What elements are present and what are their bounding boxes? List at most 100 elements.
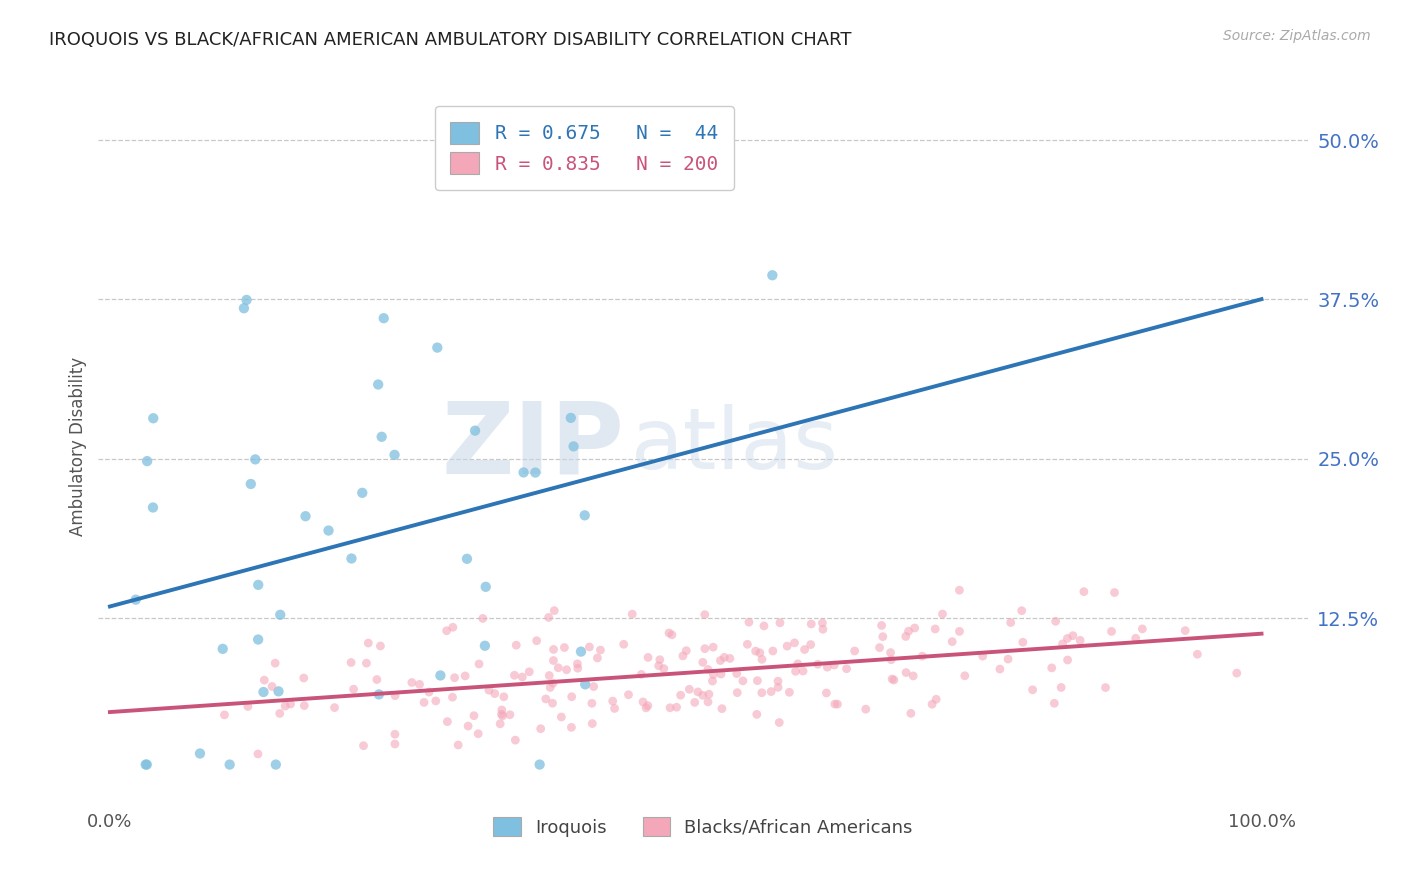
Point — [555, 663, 578, 677]
Point — [447, 738, 470, 752]
Point — [454, 669, 477, 683]
Point — [367, 688, 389, 702]
Point — [370, 639, 392, 653]
Point — [526, 633, 548, 648]
Point — [747, 673, 769, 688]
Point — [586, 651, 609, 665]
Point — [543, 642, 565, 657]
Point — [792, 664, 814, 678]
Point — [948, 624, 970, 639]
Point — [897, 624, 920, 639]
Point — [692, 655, 714, 669]
Point — [436, 624, 458, 638]
Point — [463, 708, 485, 723]
Point — [870, 618, 893, 632]
Point — [1226, 666, 1249, 681]
Point — [142, 411, 165, 425]
Point — [373, 311, 395, 326]
Point — [1056, 632, 1078, 646]
Point — [474, 639, 496, 653]
Point — [505, 638, 527, 652]
Point — [560, 720, 582, 734]
Text: atlas: atlas — [630, 404, 838, 488]
Point — [581, 696, 603, 710]
Point — [811, 622, 834, 636]
Point — [793, 642, 815, 657]
Point — [267, 684, 290, 698]
Point — [811, 615, 834, 630]
Text: Source: ZipAtlas.com: Source: ZipAtlas.com — [1223, 29, 1371, 43]
Point — [637, 650, 659, 665]
Point — [603, 701, 626, 715]
Point — [1187, 647, 1209, 661]
Point — [745, 707, 768, 722]
Point — [613, 637, 636, 651]
Point — [785, 665, 807, 679]
Point — [783, 636, 806, 650]
Point — [436, 714, 458, 729]
Point — [245, 452, 267, 467]
Point — [697, 663, 720, 677]
Point — [659, 700, 682, 714]
Point — [505, 733, 527, 747]
Point — [686, 685, 709, 699]
Point — [269, 607, 291, 622]
Text: ZIP: ZIP — [441, 398, 624, 494]
Point — [135, 757, 157, 772]
Point — [815, 660, 838, 674]
Point — [678, 682, 700, 697]
Y-axis label: Ambulatory Disability: Ambulatory Disability — [69, 357, 87, 535]
Point — [342, 682, 364, 697]
Point — [602, 694, 624, 708]
Point — [824, 697, 846, 711]
Point — [491, 703, 513, 717]
Point — [738, 615, 761, 630]
Point — [426, 341, 449, 355]
Point — [718, 651, 741, 665]
Point — [561, 690, 583, 704]
Point — [135, 757, 157, 772]
Point — [972, 649, 994, 664]
Point — [569, 644, 592, 658]
Point — [900, 706, 922, 721]
Point — [252, 685, 274, 699]
Point — [246, 747, 269, 761]
Point — [744, 644, 766, 658]
Point — [911, 649, 934, 664]
Point — [538, 681, 561, 695]
Point — [725, 685, 748, 699]
Point — [541, 676, 564, 690]
Legend: Iroquois, Blacks/African Americans: Iroquois, Blacks/African Americans — [486, 810, 920, 844]
Point — [731, 673, 754, 688]
Point — [988, 662, 1011, 676]
Point — [294, 509, 316, 524]
Point — [478, 683, 501, 698]
Point — [214, 707, 236, 722]
Point — [630, 667, 652, 681]
Point — [800, 638, 823, 652]
Point — [1130, 622, 1153, 636]
Point — [1125, 632, 1147, 646]
Point — [761, 268, 783, 283]
Point — [136, 454, 159, 468]
Point — [997, 652, 1019, 666]
Point — [693, 607, 716, 622]
Point — [693, 641, 716, 656]
Point — [710, 701, 733, 715]
Point — [637, 698, 659, 713]
Point — [292, 671, 315, 685]
Point — [471, 159, 494, 173]
Point — [274, 699, 297, 714]
Point — [492, 709, 515, 723]
Point — [491, 707, 513, 722]
Point — [1050, 681, 1073, 695]
Point — [762, 644, 785, 658]
Point — [235, 293, 257, 307]
Point — [752, 619, 775, 633]
Point — [702, 640, 724, 655]
Point — [142, 500, 165, 515]
Point — [882, 672, 904, 686]
Point — [247, 632, 270, 647]
Point — [567, 661, 589, 675]
Point — [340, 656, 363, 670]
